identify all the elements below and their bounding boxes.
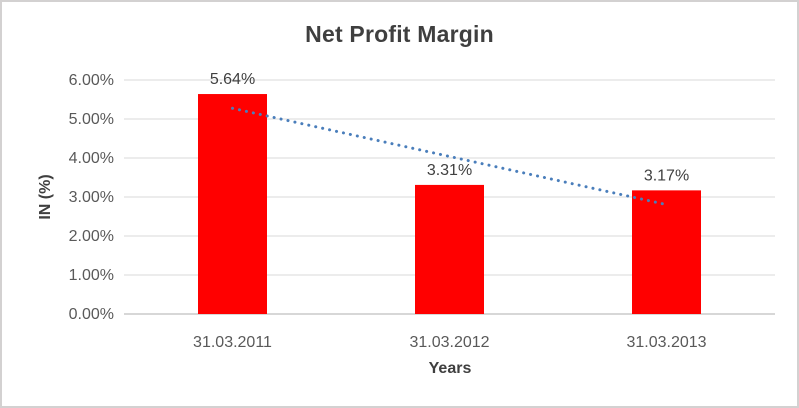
x-category-label: 31.03.2011	[193, 334, 272, 351]
trendline	[231, 106, 668, 207]
x-category-label: 31.03.2012	[409, 334, 489, 351]
y-tick-label: 0.00%	[69, 306, 114, 323]
bar	[632, 190, 701, 314]
bar	[198, 94, 267, 314]
x-axis-title: Years	[428, 360, 472, 377]
data-label: 3.17%	[644, 167, 689, 184]
data-label: 5.64%	[210, 71, 255, 88]
y-tick-label: 3.00%	[69, 189, 114, 206]
y-tick-label: 4.00%	[69, 150, 114, 167]
y-tick-label: 5.00%	[69, 111, 114, 128]
y-tick-label: 2.00%	[69, 228, 114, 245]
x-category-label: 31.03.2013	[626, 334, 706, 351]
y-tick-label: 1.00%	[69, 267, 114, 284]
bar	[415, 184, 484, 314]
data-label: 3.31%	[427, 162, 472, 179]
y-tick-label: 6.00%	[69, 72, 114, 89]
chart-title: Net Profit Margin	[305, 21, 494, 47]
